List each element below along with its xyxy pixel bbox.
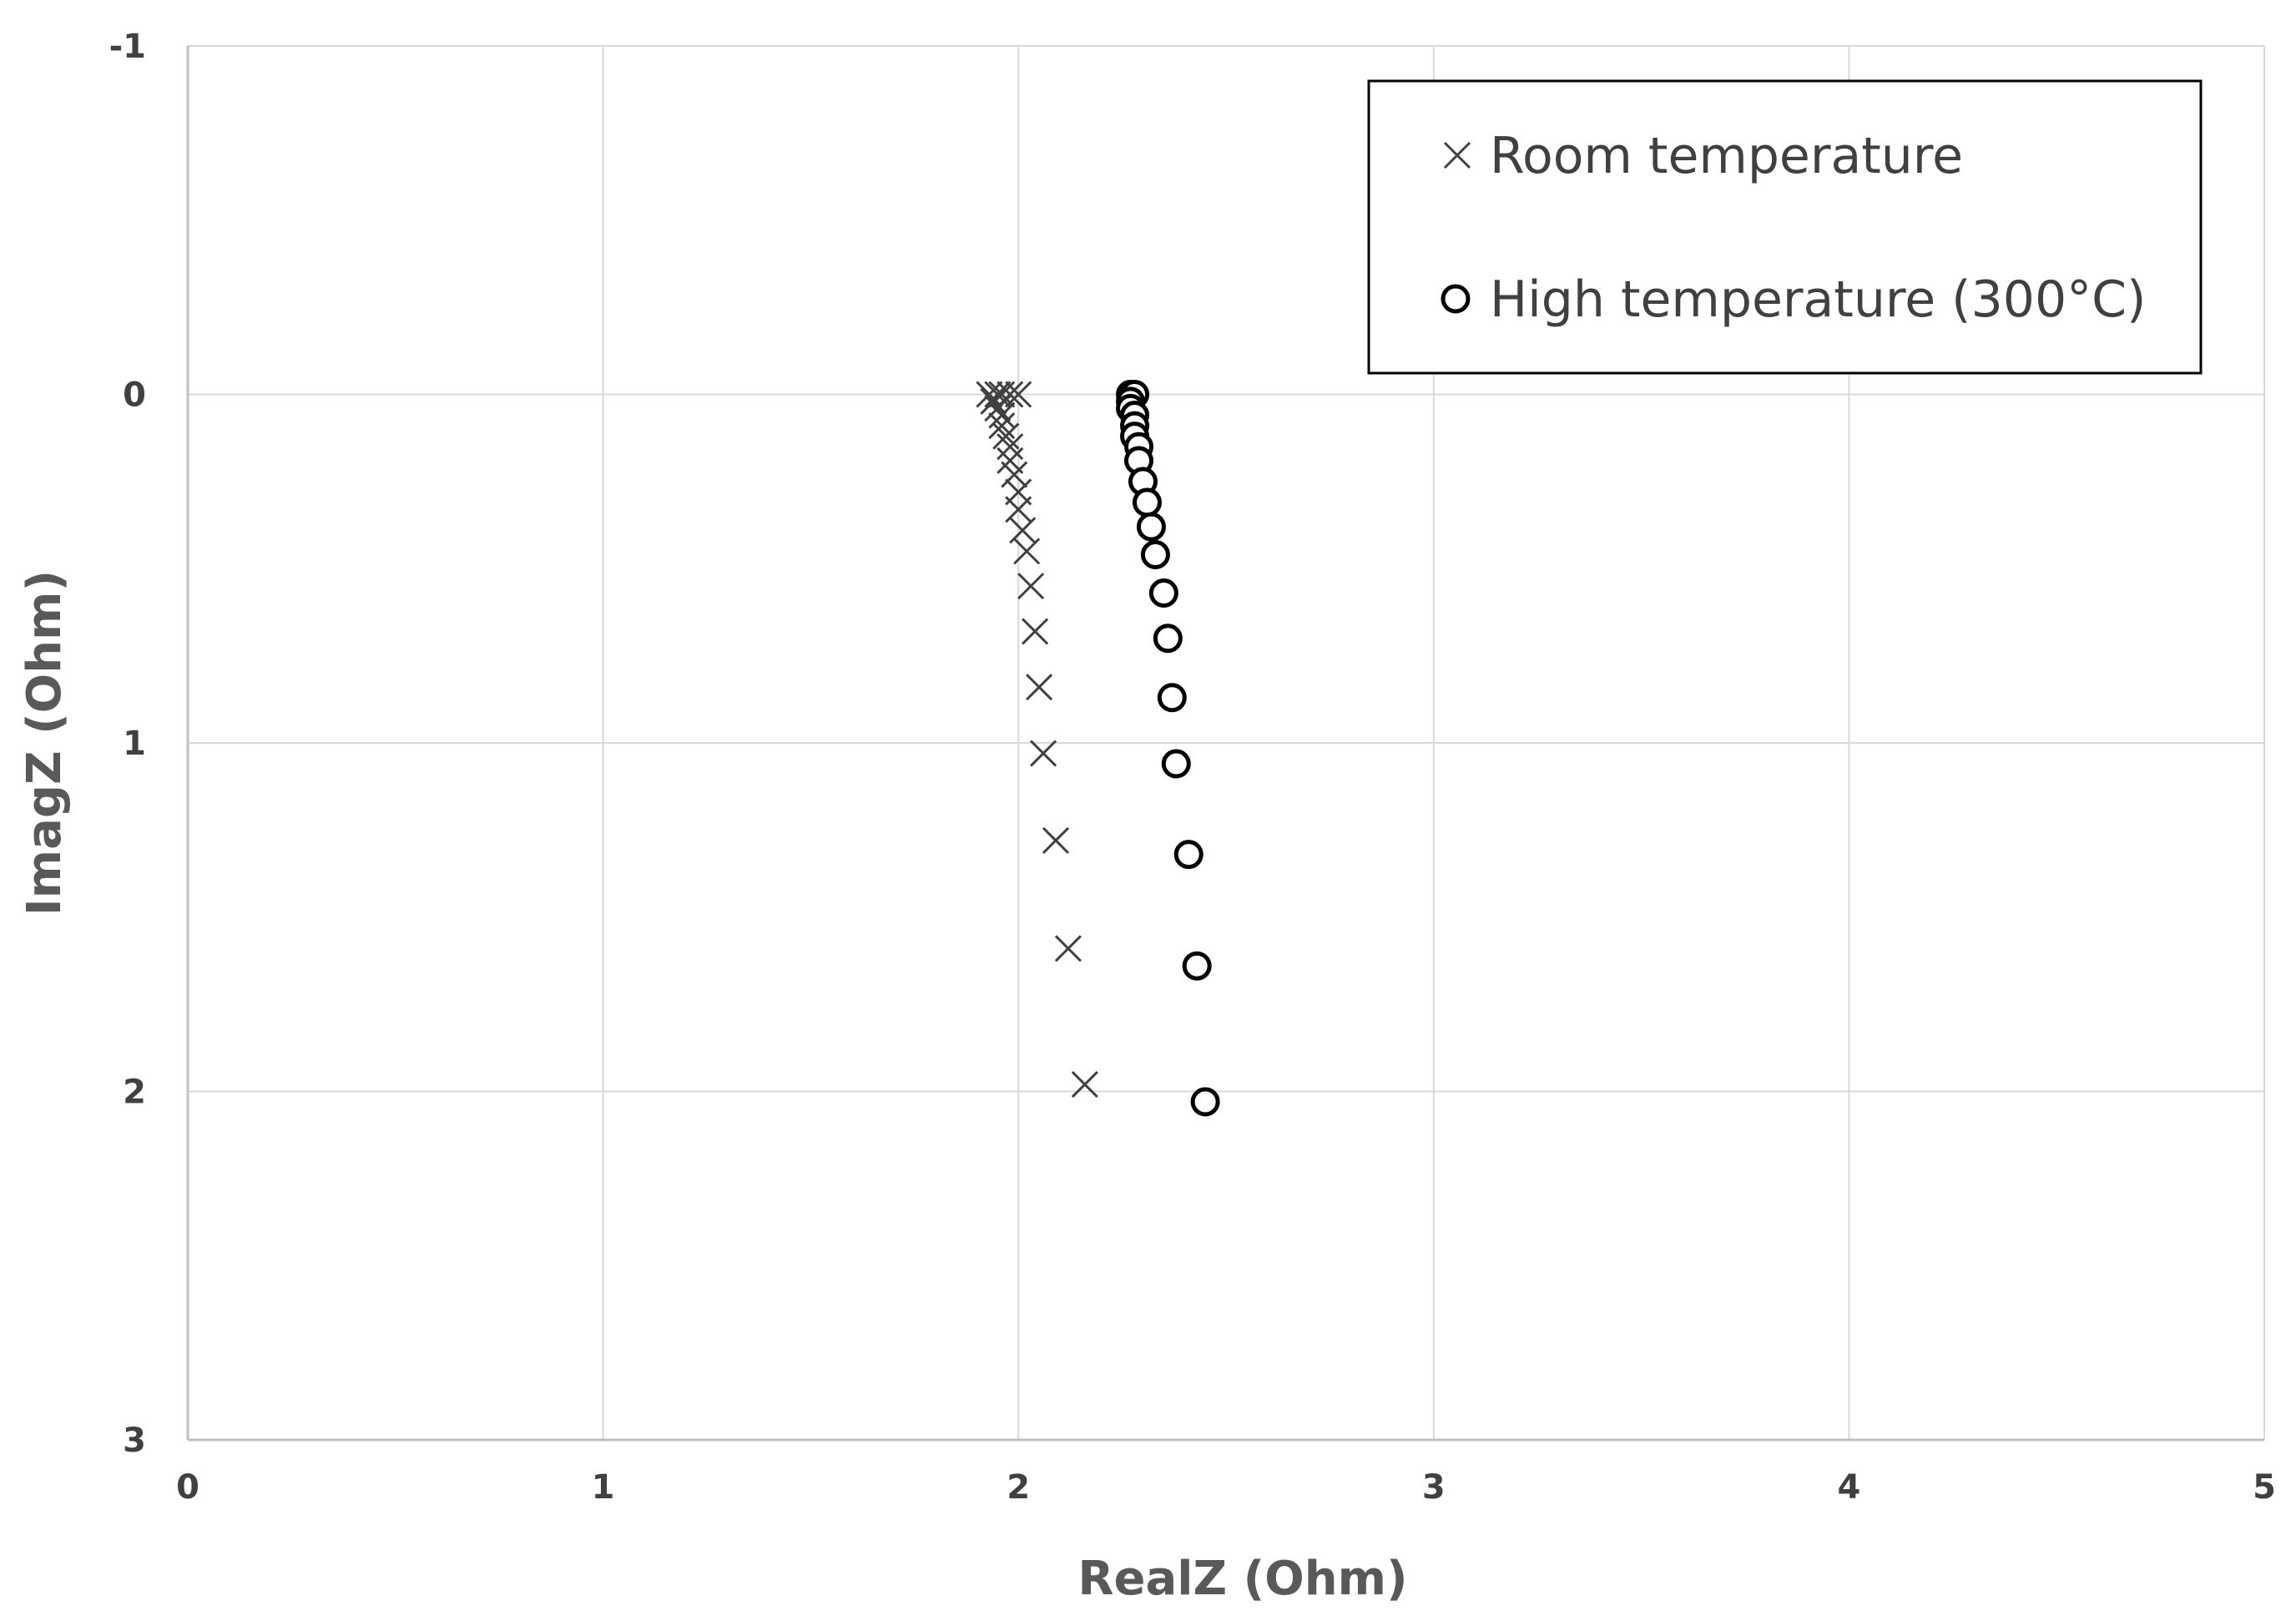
- data-point-x: [997, 433, 1024, 461]
- data-point-x: [1071, 1071, 1098, 1098]
- axes: [186, 46, 2264, 1442]
- x-tick-label: 0: [176, 1468, 199, 1507]
- data-points: [976, 380, 1220, 1117]
- data-point-circle: [1148, 578, 1178, 608]
- data-point-circle: [1153, 624, 1183, 654]
- data-point-x: [1042, 826, 1070, 854]
- data-point-circle: [1190, 1087, 1220, 1117]
- x-tick-label: 1: [592, 1468, 615, 1507]
- data-point-x: [1005, 496, 1032, 523]
- legend-label-room-temperature: Room temperature: [1490, 127, 1963, 185]
- data-point-x: [1005, 381, 1032, 408]
- data-point-x: [988, 412, 1016, 440]
- data-point-circle: [1140, 540, 1170, 570]
- y-tick-label: 0: [123, 376, 146, 415]
- data-point-x: [1017, 573, 1045, 600]
- y-axis-title: ImagZ (Ohm): [18, 570, 72, 916]
- x-tick-label: 4: [1837, 1468, 1860, 1507]
- data-point-x: [1001, 461, 1028, 488]
- data-point-circle: [1136, 512, 1166, 542]
- data-point-circle: [1173, 840, 1204, 870]
- data-point-circle: [1132, 487, 1162, 518]
- legend-x-glyph: [1443, 141, 1471, 169]
- legend-circle-glyph: [1441, 284, 1471, 314]
- data-point-circle: [1161, 749, 1191, 779]
- data-point-x: [1009, 517, 1037, 544]
- data-point-x: [984, 395, 1012, 422]
- y-tick-label: -1: [109, 28, 146, 66]
- x-tick-labels: 0 1 2 3 4 5: [176, 1468, 2276, 1507]
- x-tick-label: 5: [2253, 1468, 2276, 1507]
- legend-marker-circle-icon: [1441, 284, 1471, 314]
- y-tick-label: 1: [123, 725, 146, 763]
- y-tick-label: 2: [123, 1073, 146, 1112]
- data-point-x: [980, 387, 1007, 415]
- data-point-x: [1022, 618, 1049, 645]
- legend-label-high-temperature: High temperature (300°C): [1490, 270, 2146, 329]
- data-point-circle: [1182, 951, 1212, 981]
- data-point-circle: [1157, 683, 1187, 713]
- x-tick-label: 2: [1007, 1468, 1030, 1507]
- data-point-x: [988, 401, 1016, 429]
- data-point-x: [1026, 674, 1053, 701]
- x-tick-label: 3: [1422, 1468, 1446, 1507]
- data-point-x: [1029, 740, 1057, 767]
- x-axis-title: RealZ (Ohm): [1077, 1552, 1407, 1606]
- data-point-x: [1054, 935, 1082, 962]
- y-tick-labels: -1 0 1 2 3: [109, 28, 146, 1460]
- data-point-x: [984, 381, 1012, 408]
- y-tick-label: 3: [123, 1422, 146, 1460]
- legend-marker-x-icon: [1443, 141, 1471, 169]
- data-point-x: [992, 422, 1020, 450]
- legend: Room temperature High temperature (300°C…: [1367, 79, 2203, 375]
- legend-box: [1367, 79, 2203, 375]
- data-point-x: [1013, 538, 1041, 565]
- data-point-x: [976, 381, 1003, 408]
